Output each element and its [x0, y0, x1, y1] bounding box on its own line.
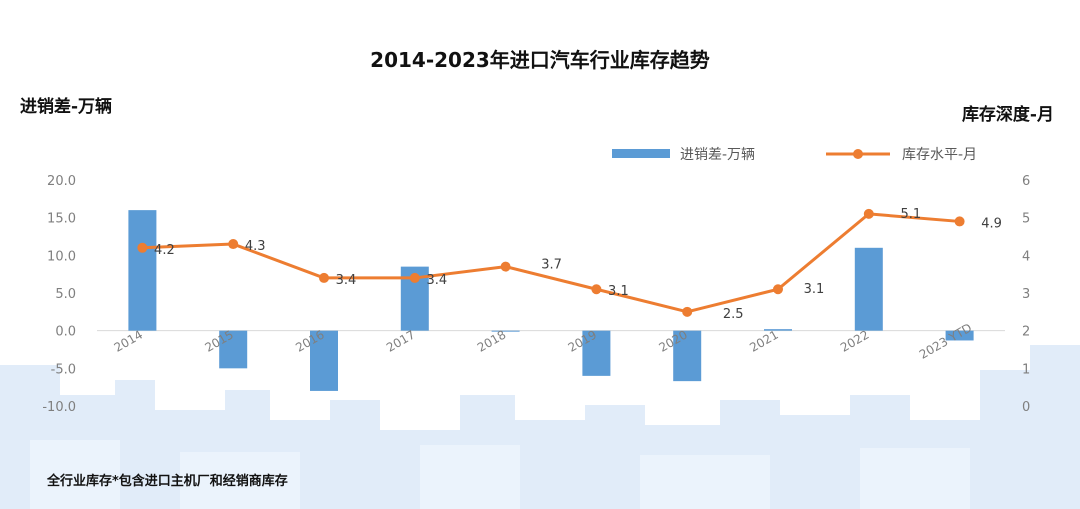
- right-axis-tick-label: 5: [1022, 212, 1030, 227]
- right-axis-tick-label: 1: [1022, 362, 1030, 377]
- footnote: 全行业库存*包含进口主机厂和经销商库存: [47, 474, 288, 489]
- bar-2019: [582, 330, 611, 376]
- line-data-label: 5.1: [900, 207, 921, 222]
- bar-2016: [310, 330, 338, 391]
- left-axis-unit-label: 进销差-万辆: [20, 97, 113, 117]
- bar-2018: [491, 330, 520, 332]
- left-axis-tick-label: -10.0: [42, 400, 76, 415]
- category-label: 2021: [747, 328, 780, 355]
- left-axis-tick-label: -5.0: [51, 362, 76, 377]
- left-axis-tick-label: 10.0: [47, 249, 76, 264]
- right-axis-tick-label: 6: [1022, 174, 1030, 189]
- line-data-label: 3.4: [426, 273, 447, 288]
- right-axis-tick-label: 4: [1022, 249, 1030, 264]
- left-axis-tick-label: 0.0: [55, 325, 76, 340]
- line-point: [591, 284, 602, 295]
- right-axis-tick-label: 3: [1022, 287, 1030, 302]
- line-point: [228, 239, 239, 250]
- line-point: [863, 208, 874, 219]
- line-data-label: 4.2: [154, 243, 175, 258]
- line-point: [500, 261, 511, 272]
- line-point: [409, 272, 420, 283]
- legend-bar-label: 进销差-万辆: [680, 147, 755, 163]
- category-label: 2014: [112, 328, 145, 355]
- category-label: 2022: [838, 328, 871, 355]
- left-axis-tick-label: 5.0: [55, 287, 76, 302]
- chart-title: 2014-2023年进口汽车行业库存趋势: [370, 48, 710, 72]
- left-axis-tick-label: 15.0: [47, 212, 76, 227]
- bar-2023-ytd: [945, 330, 974, 341]
- line-point: [954, 216, 965, 227]
- line-data-label: 3.4: [336, 273, 357, 288]
- right-axis-tick-label: 0: [1022, 400, 1030, 415]
- left-axis-tick-label: 20.0: [47, 174, 76, 189]
- inventory-level-line: [142, 212, 960, 314]
- bar-2014: [128, 210, 157, 331]
- bar-2021: [764, 329, 792, 331]
- bar-2020: [673, 330, 702, 382]
- line-point: [682, 306, 693, 317]
- right-axis-unit-label: 库存深度-月: [961, 105, 1054, 125]
- line-point: [319, 272, 329, 283]
- line-data-label: 3.7: [541, 258, 562, 273]
- category-label: 2017: [384, 328, 417, 355]
- line-point: [773, 284, 783, 295]
- legend-line-marker: [853, 149, 863, 159]
- line-data-label: 3.1: [804, 282, 825, 297]
- right-axis-tick-label: 2: [1022, 325, 1030, 340]
- category-label: 2023 YTD: [917, 321, 974, 362]
- line-point: [137, 242, 148, 253]
- legend-bar-swatch: [612, 149, 670, 158]
- line-data-label: 4.9: [981, 216, 1002, 231]
- bar-2015: [219, 330, 248, 369]
- bar-2022: [854, 247, 883, 331]
- legend-line-label: 库存水平-月: [902, 147, 977, 163]
- line-data-label: 4.3: [245, 239, 266, 254]
- line-data-label: 2.5: [723, 307, 744, 322]
- line-data-label: 3.1: [608, 284, 629, 299]
